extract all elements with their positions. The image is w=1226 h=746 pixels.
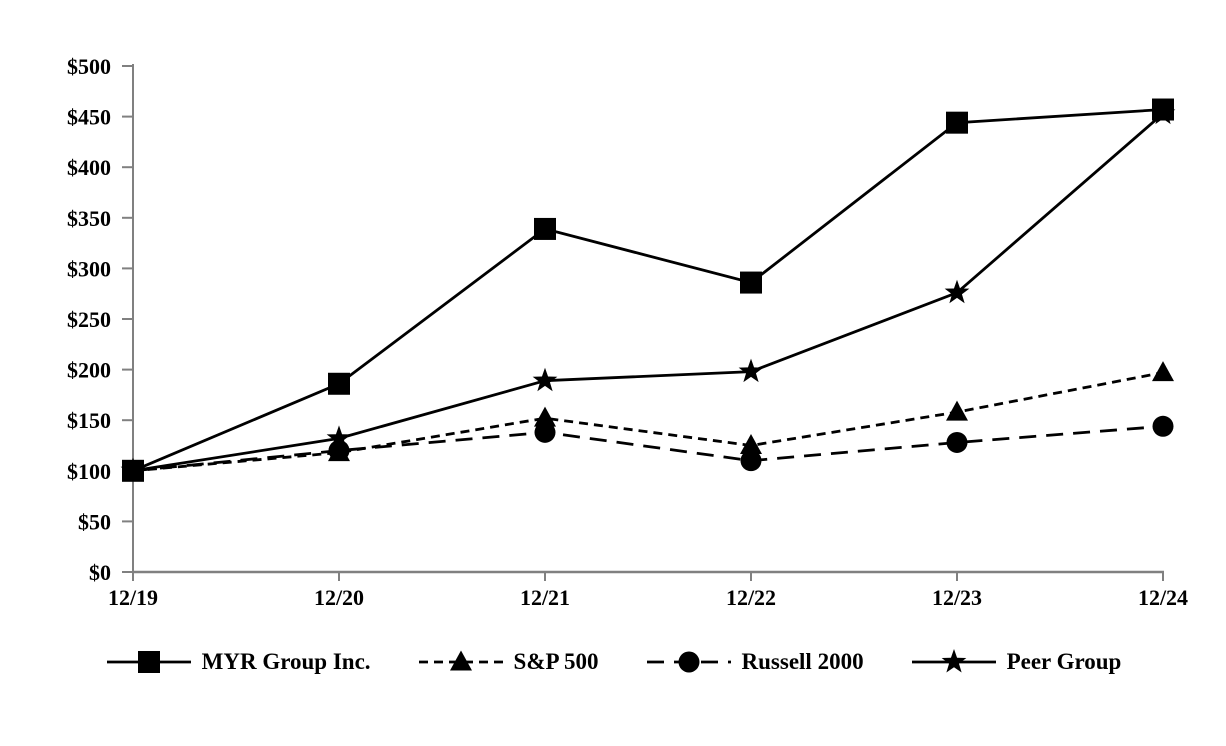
- x-tick-label: 12/21: [520, 585, 570, 610]
- x-tick-label: 12/19: [108, 585, 158, 610]
- y-tick-label: $400: [67, 155, 111, 180]
- square-marker: [1152, 98, 1174, 121]
- y-tick-label: $500: [67, 54, 111, 79]
- circle-marker: [678, 651, 700, 673]
- star-marker: [532, 367, 558, 392]
- legend-item-peer-group: Peer Group: [910, 646, 1122, 678]
- series-line-russell-2000: [132, 424, 1164, 473]
- y-tick-label: $300: [67, 256, 111, 281]
- legend-item-myr-group-inc: MYR Group Inc.: [105, 646, 371, 678]
- y-tick-label: $150: [67, 408, 111, 433]
- y-tick-label: $0: [89, 560, 111, 585]
- legend-item-russell-2000: Russell 2000: [645, 646, 864, 678]
- legend-item-s-p-500: S&P 500: [417, 646, 599, 678]
- legend-label: Russell 2000: [741, 649, 864, 674]
- y-tick-label: $250: [67, 307, 111, 332]
- y-tick-label: $450: [67, 105, 111, 130]
- star-marker: [941, 649, 966, 673]
- x-tick-label: 12/23: [932, 585, 982, 610]
- circle-marker: [534, 421, 556, 443]
- legend-sample-peer-group: [911, 649, 996, 673]
- circle-marker: [946, 431, 968, 453]
- triangle-marker: [946, 400, 968, 421]
- y-tick-label: $200: [67, 358, 111, 383]
- circle-marker: [1152, 415, 1174, 437]
- square-marker: [122, 459, 144, 482]
- legend-label: MYR Group Inc.: [201, 649, 371, 674]
- star-marker: [326, 425, 352, 449]
- triangle-marker: [534, 406, 556, 427]
- circle-marker: [740, 450, 762, 472]
- legend-label: S&P 500: [513, 649, 599, 674]
- y-tick-label: $50: [78, 509, 111, 534]
- triangle-marker: [449, 650, 472, 671]
- x-tick-label: 12/20: [314, 585, 364, 610]
- y-tick-label: $100: [67, 459, 111, 484]
- square-marker: [137, 651, 160, 673]
- x-tick-label: 12/24: [1138, 585, 1188, 610]
- chart-legend: MYR Group Inc. S&P 500 Russell 2000 Peer Gr…: [0, 640, 1226, 684]
- legend-sample-russell-2000: [646, 651, 731, 673]
- triangle-marker: [740, 434, 762, 454]
- triangle-marker: [1152, 361, 1174, 382]
- legend-label: Peer Group: [1006, 649, 1122, 674]
- x-tick-label: 12/22: [726, 585, 776, 610]
- star-marker: [944, 279, 970, 304]
- series-line-myr-group-inc: [132, 108, 1164, 473]
- star-marker: [738, 358, 764, 383]
- square-marker: [328, 372, 350, 395]
- square-marker: [946, 111, 968, 134]
- triangle-marker: [328, 441, 350, 462]
- legend-sample-myr-group-inc: [106, 651, 191, 673]
- square-marker: [740, 271, 762, 294]
- square-marker: [534, 217, 556, 240]
- series-line-s-p-500: [132, 371, 1164, 473]
- legend-sample-s-p-500: [418, 650, 503, 671]
- y-tick-label: $350: [67, 206, 111, 231]
- series-line-peer-group: [132, 112, 1164, 473]
